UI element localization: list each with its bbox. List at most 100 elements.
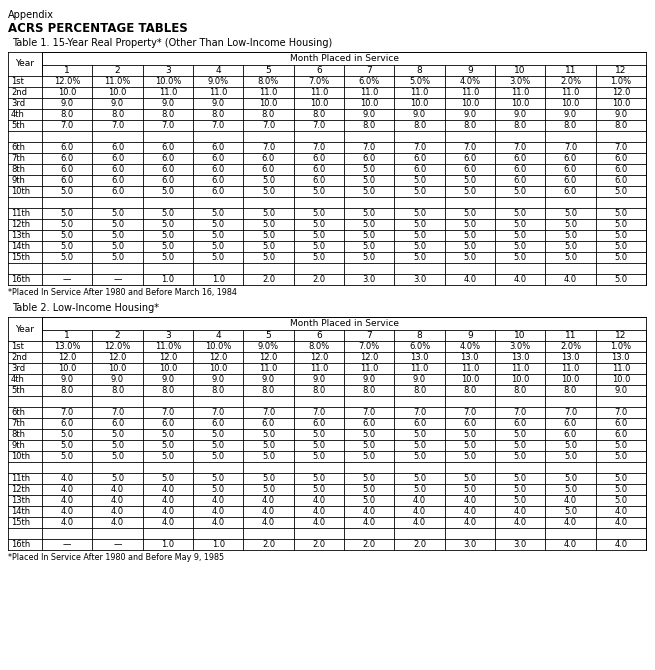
Text: 6.0: 6.0 <box>614 419 627 428</box>
Text: 7.0: 7.0 <box>111 121 124 130</box>
Text: 5: 5 <box>266 331 271 340</box>
Text: 8.0: 8.0 <box>514 386 527 395</box>
Text: 5.0: 5.0 <box>262 231 275 240</box>
Text: 6.0: 6.0 <box>514 419 527 428</box>
Text: 5.0: 5.0 <box>413 485 426 494</box>
Text: 5.0: 5.0 <box>161 430 174 439</box>
Text: 12th: 12th <box>11 220 30 229</box>
Text: 5.0: 5.0 <box>262 209 275 218</box>
Text: 5.0: 5.0 <box>61 187 74 196</box>
Text: 4.0: 4.0 <box>61 507 74 516</box>
Text: 8.0: 8.0 <box>564 121 577 130</box>
Text: 4.0: 4.0 <box>111 518 124 527</box>
Text: 4.0: 4.0 <box>111 485 124 494</box>
Text: 9.0: 9.0 <box>312 375 326 384</box>
Text: 10th: 10th <box>11 187 30 196</box>
Text: 6.0: 6.0 <box>111 143 124 152</box>
Text: 7.0: 7.0 <box>312 143 326 152</box>
Text: 5.0: 5.0 <box>61 231 74 240</box>
Text: 5.0: 5.0 <box>111 220 124 229</box>
Text: 11.0: 11.0 <box>259 364 278 373</box>
Text: 9.0: 9.0 <box>564 110 577 119</box>
Text: 5.0: 5.0 <box>312 220 326 229</box>
Text: 13.0: 13.0 <box>460 353 479 362</box>
Text: 5.0: 5.0 <box>363 209 376 218</box>
Text: 7.0: 7.0 <box>564 408 577 417</box>
Text: 13.0: 13.0 <box>561 353 580 362</box>
Text: 9.0: 9.0 <box>614 386 627 395</box>
Text: 6.0%: 6.0% <box>409 342 430 351</box>
Text: 7.0: 7.0 <box>60 121 74 130</box>
Text: 5.0: 5.0 <box>363 253 376 262</box>
Text: 5.0: 5.0 <box>363 496 376 505</box>
Text: 7.0: 7.0 <box>312 408 326 417</box>
Text: 3: 3 <box>165 66 171 75</box>
Text: 4.0: 4.0 <box>262 496 275 505</box>
Text: 7.0%: 7.0% <box>309 77 329 86</box>
Text: Year: Year <box>16 60 35 68</box>
Text: 9.0: 9.0 <box>413 110 426 119</box>
Text: 12.0: 12.0 <box>159 353 177 362</box>
Text: 14th: 14th <box>11 507 30 516</box>
Text: 4.0: 4.0 <box>413 518 426 527</box>
Text: 5.0: 5.0 <box>413 474 426 483</box>
Text: 4.0: 4.0 <box>514 507 527 516</box>
Text: 3.0%: 3.0% <box>510 342 531 351</box>
Text: 6.0: 6.0 <box>564 419 577 428</box>
Text: 9.0: 9.0 <box>212 99 225 108</box>
Text: 1.0: 1.0 <box>212 275 225 284</box>
Text: 11.0: 11.0 <box>209 88 227 97</box>
Text: 6.0: 6.0 <box>60 176 74 185</box>
Text: 11.0: 11.0 <box>259 88 278 97</box>
Text: 5.0: 5.0 <box>312 441 326 450</box>
Text: 6.0: 6.0 <box>60 165 74 174</box>
Text: 11.0: 11.0 <box>612 364 630 373</box>
Text: 5.0: 5.0 <box>564 253 577 262</box>
Text: 4.0: 4.0 <box>614 540 627 549</box>
Text: 1.0: 1.0 <box>212 540 225 549</box>
Text: 4.0: 4.0 <box>514 275 527 284</box>
Text: 7.0: 7.0 <box>60 408 74 417</box>
Text: 5.0: 5.0 <box>312 187 326 196</box>
Text: 2.0%: 2.0% <box>560 342 581 351</box>
Text: 12: 12 <box>615 66 627 75</box>
Text: 5.0: 5.0 <box>312 253 326 262</box>
Text: 13.0: 13.0 <box>511 353 529 362</box>
Text: 13th: 13th <box>11 231 30 240</box>
Text: 5.0: 5.0 <box>463 474 476 483</box>
Text: 8.0: 8.0 <box>312 386 326 395</box>
Text: 4.0: 4.0 <box>363 518 376 527</box>
Text: Table 2. Low-Income Housing*: Table 2. Low-Income Housing* <box>12 303 159 313</box>
Text: 5.0: 5.0 <box>463 452 476 461</box>
Text: 11.0: 11.0 <box>410 364 428 373</box>
Text: 12: 12 <box>615 331 627 340</box>
Text: 10.0: 10.0 <box>612 99 630 108</box>
Text: 5.0: 5.0 <box>161 253 174 262</box>
Text: 5.0: 5.0 <box>212 231 225 240</box>
Text: 4.0: 4.0 <box>514 518 527 527</box>
Text: 9th: 9th <box>11 176 25 185</box>
Text: 4th: 4th <box>11 375 25 384</box>
Text: 5.0: 5.0 <box>614 452 627 461</box>
Text: 10.0: 10.0 <box>460 375 479 384</box>
Text: 12.0: 12.0 <box>209 353 227 362</box>
Text: 5.0: 5.0 <box>212 474 225 483</box>
Text: 4.0: 4.0 <box>212 496 225 505</box>
Text: 6.0: 6.0 <box>111 187 124 196</box>
Text: Month Placed in Service: Month Placed in Service <box>290 54 398 63</box>
Text: 7th: 7th <box>11 419 25 428</box>
Text: 5.0: 5.0 <box>614 242 627 251</box>
Text: 8.0: 8.0 <box>161 110 174 119</box>
Text: 8.0: 8.0 <box>161 386 174 395</box>
Text: 5.0: 5.0 <box>312 231 326 240</box>
Text: 6.0: 6.0 <box>614 154 627 163</box>
Text: 11: 11 <box>565 66 576 75</box>
Text: 6.0: 6.0 <box>413 419 426 428</box>
Text: 5th: 5th <box>11 121 25 130</box>
Text: 9.0: 9.0 <box>161 375 174 384</box>
Text: 11: 11 <box>565 331 576 340</box>
Text: 1.0%: 1.0% <box>610 342 631 351</box>
Text: 13.0%: 13.0% <box>54 342 81 351</box>
Text: 6.0: 6.0 <box>212 176 225 185</box>
Text: 9.0: 9.0 <box>463 110 476 119</box>
